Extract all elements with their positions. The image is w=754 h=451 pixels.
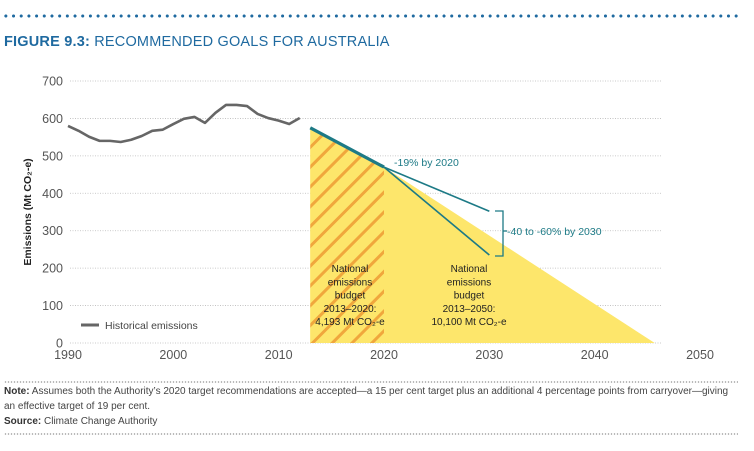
figure-label: FIGURE 9.3:	[4, 34, 90, 50]
target-line-2	[383, 166, 490, 212]
budget-label-2013-2020: National emissions budget 2013–2020: 4,193 M…	[315, 264, 385, 328]
annotation-2030-target: -40 to -60% by 2030	[507, 226, 602, 238]
y-tick-label: 700	[42, 75, 63, 89]
y-tick-label: 600	[42, 112, 63, 126]
budget-label-line: 2013–2050:	[443, 304, 496, 315]
y-tick-label: 400	[42, 187, 63, 201]
series-lines	[67, 103, 490, 256]
note: Note: Assumes both the Authority’s 2020 …	[4, 384, 738, 414]
source-label: Source:	[4, 416, 42, 427]
footer-bottom-rule	[4, 433, 738, 435]
figure-footer: Note: Assumes both the Authority’s 2020 …	[4, 384, 738, 429]
target-line-3	[383, 166, 490, 256]
figure-title: FIGURE 9.3: RECOMMENDED GOALS FOR AUSTRA…	[4, 34, 390, 50]
y-axis-label: Emissions (Mt CO₂-e)	[22, 158, 34, 265]
target-line-1	[309, 126, 385, 169]
budget-label-line: National	[332, 264, 369, 275]
y-tick-label: 200	[42, 262, 63, 276]
budget-label-line: budget	[454, 291, 485, 302]
note-label: Note:	[4, 386, 30, 397]
budget-areas	[310, 127, 655, 344]
x-tick-label: 1990	[54, 348, 82, 362]
budget-label-line: budget	[335, 291, 366, 302]
budget-label-2013-2050: National emissions budget 2013–2050: 10,100 …	[431, 264, 506, 328]
x-tick-label: 2040	[581, 348, 609, 362]
legend: Historical emissions	[81, 320, 198, 332]
x-tick-label: 2030	[475, 348, 503, 362]
x-tick-label: 2050	[686, 348, 714, 362]
source-text: Climate Change Authority	[41, 416, 158, 427]
budget-label-line: National	[451, 264, 488, 275]
y-tick-label: 300	[42, 224, 63, 238]
x-tick-label: 2020	[370, 348, 398, 362]
y-tick-label: 0	[56, 337, 63, 351]
source: Source: Climate Change Authority	[4, 414, 738, 429]
y-axis-ticks: 0 100 200 300 400 500 600 700	[42, 75, 63, 351]
y-tick-label: 100	[42, 299, 63, 313]
budget-label-line: emissions	[328, 277, 372, 288]
footer-top-rule	[4, 381, 738, 383]
budget-area-2013-2020-hatched	[310, 127, 384, 344]
note-text: Assumes both the Authority’s 2020 target…	[4, 386, 729, 412]
bracket-2030	[495, 210, 504, 257]
budget-area-2013-2050	[310, 127, 655, 344]
x-tick-label: 2010	[265, 348, 293, 362]
x-tick-label: 2000	[159, 348, 187, 362]
legend-historical-label: Historical emissions	[105, 320, 198, 332]
figure-title-text: RECOMMENDED GOALS FOR AUSTRALIA	[94, 34, 390, 50]
x-axis-ticks: 1990 2000 2010 2020 2030 2040 2050	[54, 348, 714, 362]
y-tick-label: 500	[42, 149, 63, 163]
budget-label-line: 10,100 Mt CO₂-e	[431, 317, 506, 328]
top-dotted-rule	[2, 14, 738, 18]
budget-label-line: emissions	[447, 277, 491, 288]
historical-emissions-line	[67, 103, 301, 144]
budget-label-line: 2013–2020:	[324, 304, 377, 315]
emissions-chart: 0 100 200 300 400 500 600 700 1990 2000 2010 2020 2…	[22, 75, 714, 363]
budget-label-line: 4,193 Mt CO₂-e	[315, 317, 385, 328]
annotation-2020-target: -19% by 2020	[394, 157, 459, 169]
